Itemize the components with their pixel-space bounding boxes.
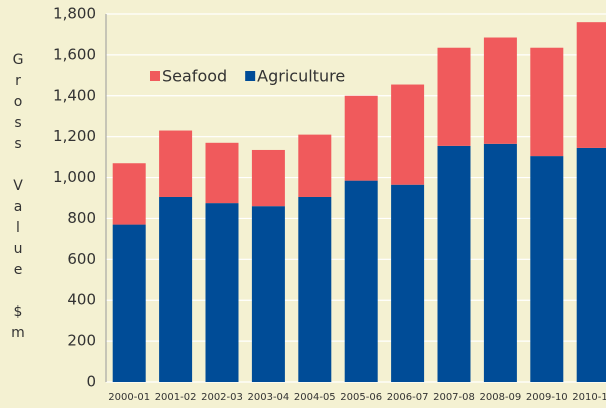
y-tick-label: 0 bbox=[86, 373, 96, 391]
y-tick-label: 1,400 bbox=[53, 86, 96, 104]
x-tick-label: 2001-02 bbox=[155, 392, 197, 403]
x-tick-label: 2006-07 bbox=[387, 392, 429, 403]
legend-swatch bbox=[245, 71, 256, 81]
bar-segment bbox=[391, 84, 425, 185]
x-tick-label: 2007-08 bbox=[433, 392, 475, 403]
bar-segment bbox=[298, 134, 332, 197]
y-tick-label: 1,600 bbox=[53, 45, 96, 63]
bar-segment bbox=[437, 145, 471, 382]
bar-segment bbox=[530, 156, 564, 382]
legend-label: Seafood bbox=[162, 67, 227, 86]
bar-segment bbox=[251, 206, 285, 382]
legend-label: Agriculture bbox=[257, 67, 345, 86]
bar-segment bbox=[530, 47, 564, 157]
bar-segment bbox=[576, 147, 606, 382]
bar-segment bbox=[112, 163, 146, 225]
bar-segment bbox=[344, 95, 378, 181]
y-tick-label: 200 bbox=[67, 332, 96, 350]
y-tick-label: 400 bbox=[67, 291, 96, 309]
x-tick-label: 2009-10 bbox=[526, 392, 568, 403]
x-tick-label: 2003-04 bbox=[248, 392, 290, 403]
bar-segment bbox=[483, 143, 517, 382]
y-tick-label: 1,800 bbox=[53, 5, 96, 23]
x-tick-label: 2008-09 bbox=[480, 392, 522, 403]
legend-swatch bbox=[150, 71, 160, 81]
y-tick-label: 1,200 bbox=[53, 127, 96, 145]
bar-segment bbox=[576, 22, 606, 148]
bar-segment bbox=[205, 142, 239, 204]
bar-segment bbox=[437, 47, 471, 146]
bar-segment bbox=[205, 203, 239, 382]
x-tick-label: 2010-11 bbox=[572, 392, 606, 403]
bar-segment bbox=[483, 37, 517, 144]
y-tick-label: 800 bbox=[67, 209, 96, 227]
bar-segment bbox=[159, 196, 193, 382]
y-axis-label: Gross Value $m bbox=[10, 52, 26, 346]
bar-segment bbox=[344, 180, 378, 382]
x-tick-label: 2004-05 bbox=[294, 392, 336, 403]
bar-segment bbox=[298, 196, 332, 382]
bar-segment bbox=[251, 149, 285, 207]
bar-segment bbox=[112, 224, 146, 382]
x-tick-label: 2002-03 bbox=[201, 392, 243, 403]
y-tick-label: 1,000 bbox=[53, 168, 96, 186]
y-tick-label: 600 bbox=[67, 250, 96, 268]
x-tick-label: 2000-01 bbox=[108, 392, 150, 403]
x-tick-label: 2005-06 bbox=[340, 392, 382, 403]
bar-segment bbox=[159, 130, 193, 197]
bar-segment bbox=[391, 184, 425, 382]
